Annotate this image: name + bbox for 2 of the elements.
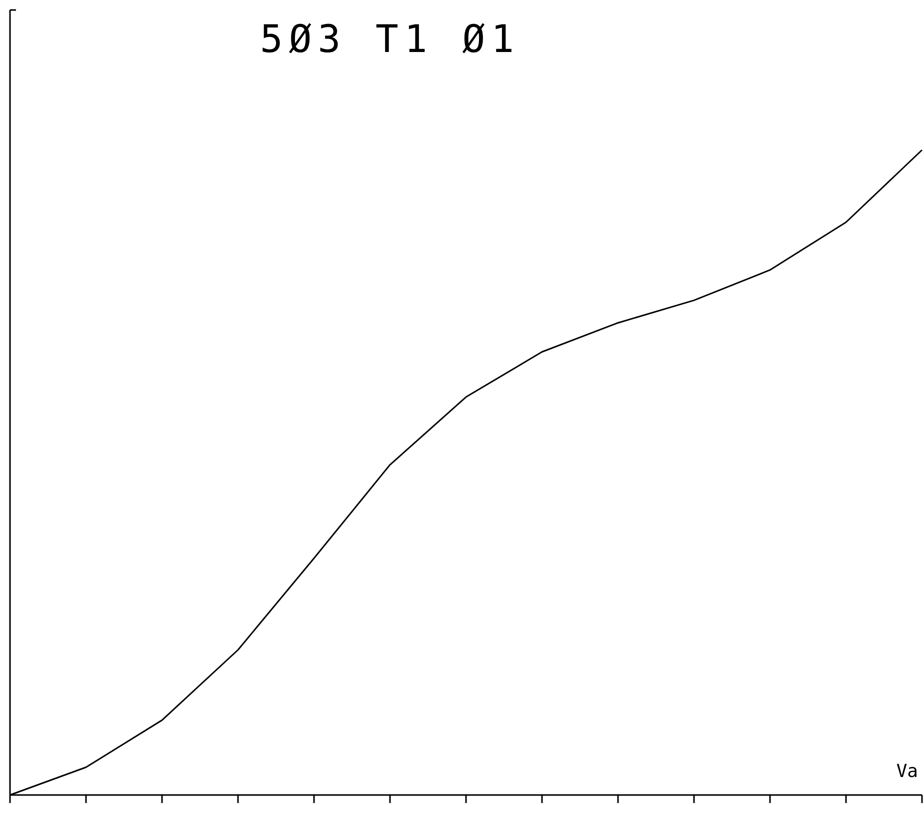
x-axis-title: Va — [896, 761, 918, 782]
chart-title: 5Ø3 T1 Ø1 — [260, 17, 520, 61]
